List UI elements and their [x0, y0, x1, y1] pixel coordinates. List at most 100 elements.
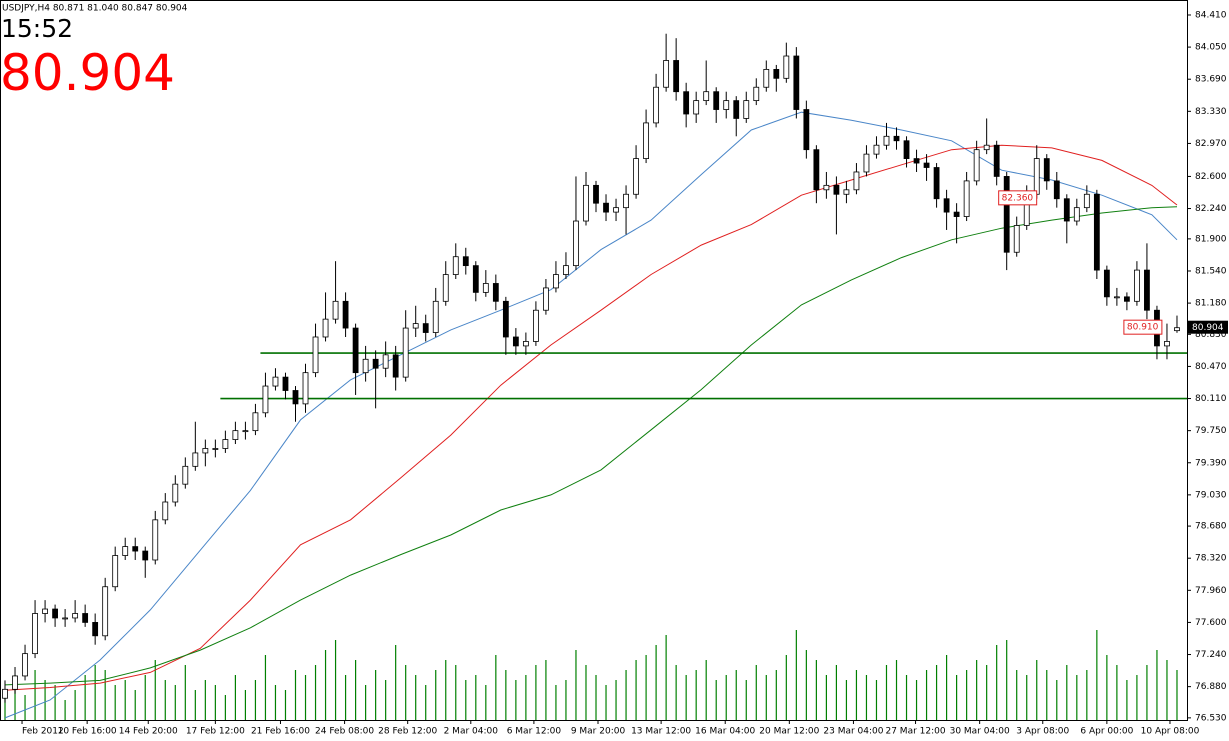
- candle-body: [673, 60, 680, 93]
- candle-body: [1063, 198, 1070, 222]
- candle-body: [222, 439, 229, 449]
- y-tick-label: 80.470: [1195, 362, 1227, 372]
- candle-body: [543, 287, 549, 311]
- candle-body: [422, 323, 429, 333]
- y-tick-label: 82.970: [1195, 139, 1227, 149]
- candle-body: [863, 153, 870, 173]
- candle-body: [172, 483, 179, 503]
- x-tick-label: 13 Mar 12:00: [631, 727, 691, 737]
- candle-body: [32, 613, 38, 655]
- candle-body: [492, 283, 499, 302]
- candle-body: [1053, 180, 1060, 200]
- candle-body: [252, 412, 259, 432]
- candle-body: [1043, 158, 1050, 182]
- candle-body: [593, 184, 599, 204]
- y-tick-label: 81.540: [1195, 266, 1227, 276]
- y-tick-label: 83.330: [1195, 107, 1227, 117]
- candle-body: [432, 300, 439, 333]
- candle-body: [1003, 176, 1010, 253]
- candle-body: [102, 586, 109, 637]
- candle-body: [1164, 341, 1170, 347]
- y-tick-label: 79.750: [1195, 426, 1227, 436]
- x-tick-label: 3 Apr 08:00: [1016, 727, 1069, 737]
- candle-body: [112, 555, 119, 588]
- candle-body: [192, 452, 199, 467]
- candle-body: [242, 430, 249, 433]
- candle-body: [52, 608, 58, 619]
- plot-frame: [0, 0, 1188, 721]
- candle-body: [152, 519, 159, 561]
- candle-body: [663, 60, 670, 88]
- x-tick-label: 20 Mar 12:00: [759, 727, 819, 737]
- candle-body: [182, 465, 189, 485]
- candle-body: [613, 207, 619, 213]
- candle-body: [22, 653, 28, 677]
- y-tick-label: 82.240: [1195, 204, 1227, 214]
- y-tick-label: 78.320: [1195, 554, 1227, 564]
- candle-body: [362, 358, 369, 374]
- x-tick-label: 27 Mar 12:00: [885, 727, 945, 737]
- candle-body: [973, 149, 980, 182]
- y-tick-label: 77.600: [1195, 618, 1227, 628]
- symbol-header: USDJPY,H4 80.871 81.040 80.847 80.904: [2, 4, 188, 14]
- x-tick-label: 17 Feb 12:00: [186, 727, 245, 737]
- candle-body: [502, 300, 509, 338]
- candle-body: [573, 220, 579, 267]
- y-tick-label: 80.830: [1195, 330, 1227, 340]
- candle-body: [262, 385, 269, 414]
- candle-body: [603, 202, 609, 213]
- y-tick-label: 80.110: [1195, 394, 1227, 404]
- candle-body: [993, 144, 1000, 177]
- price-label-box: [998, 190, 1038, 206]
- candle-body: [883, 135, 890, 146]
- candle-body: [903, 140, 910, 159]
- y-tick-label: 84.050: [1195, 43, 1227, 53]
- candle-body: [472, 265, 479, 293]
- candle-body: [873, 144, 880, 155]
- candle-body: [963, 180, 970, 217]
- candle-body: [342, 300, 349, 329]
- candle-body: [442, 274, 449, 302]
- candle-body: [933, 167, 940, 200]
- candle-body: [833, 184, 840, 195]
- candle-body: [62, 617, 69, 620]
- x-tick-label: 6 Apr 00:00: [1080, 727, 1133, 737]
- candle-body: [763, 68, 770, 88]
- candle-body: [72, 613, 79, 619]
- candle-body: [12, 675, 18, 690]
- candle-body: [122, 546, 129, 556]
- candle-body: [402, 327, 409, 378]
- candle-body: [292, 390, 299, 405]
- candle-body: [1093, 193, 1100, 271]
- candle-body: [743, 100, 750, 119]
- candle-body: [132, 546, 139, 552]
- y-tick-label: 77.240: [1195, 650, 1227, 660]
- candle-body: [332, 300, 339, 320]
- candle-body: [533, 309, 539, 342]
- candle-body: [1033, 158, 1040, 195]
- volume-layer: [4, 630, 1178, 720]
- candle-body: [352, 327, 359, 374]
- candle-body: [1013, 225, 1020, 253]
- candle-body: [1123, 296, 1130, 302]
- candle-body: [1103, 269, 1110, 298]
- candle-body: [92, 622, 99, 637]
- y-tick-label: 78.680: [1195, 522, 1227, 532]
- candle-body: [1174, 327, 1180, 332]
- candle-body: [232, 430, 239, 440]
- x-tick-label: 30 Mar 04:00: [950, 727, 1010, 737]
- candle-body: [583, 184, 589, 222]
- candle-body: [733, 100, 740, 119]
- y-tick-label: 77.960: [1195, 586, 1227, 596]
- candle-body: [42, 608, 48, 614]
- ma-layer: [4, 111, 1178, 719]
- candle-body: [452, 256, 459, 275]
- candle-body: [1144, 269, 1150, 311]
- candle-body: [553, 274, 559, 289]
- x-tick-label: 21 Feb 16:00: [251, 727, 310, 737]
- price-label: 80.910: [1127, 323, 1159, 333]
- candle-body: [643, 122, 649, 159]
- candle-body: [923, 162, 930, 168]
- moving-average: [4, 206, 1178, 686]
- candle-body: [723, 100, 730, 110]
